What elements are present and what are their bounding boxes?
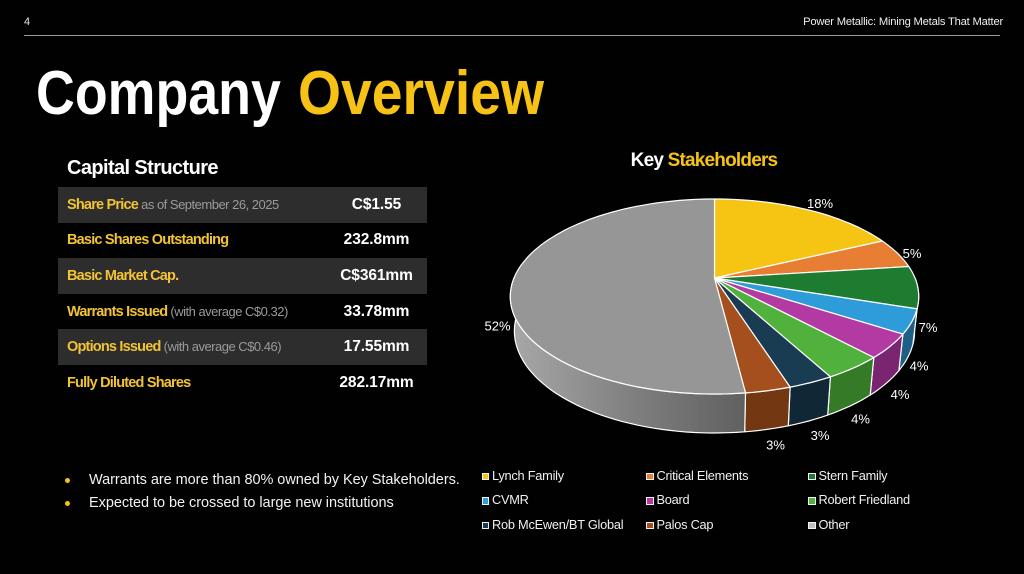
svg-text:5%: 5% bbox=[903, 246, 922, 261]
svg-text:4%: 4% bbox=[891, 387, 910, 402]
svg-text:7%: 7% bbox=[919, 320, 938, 335]
svg-text:18%: 18% bbox=[807, 196, 833, 211]
svg-text:4%: 4% bbox=[910, 359, 929, 374]
svg-text:3%: 3% bbox=[766, 438, 785, 453]
svg-text:52%: 52% bbox=[484, 319, 510, 334]
svg-text:4%: 4% bbox=[851, 412, 870, 427]
svg-text:3%: 3% bbox=[811, 428, 830, 443]
